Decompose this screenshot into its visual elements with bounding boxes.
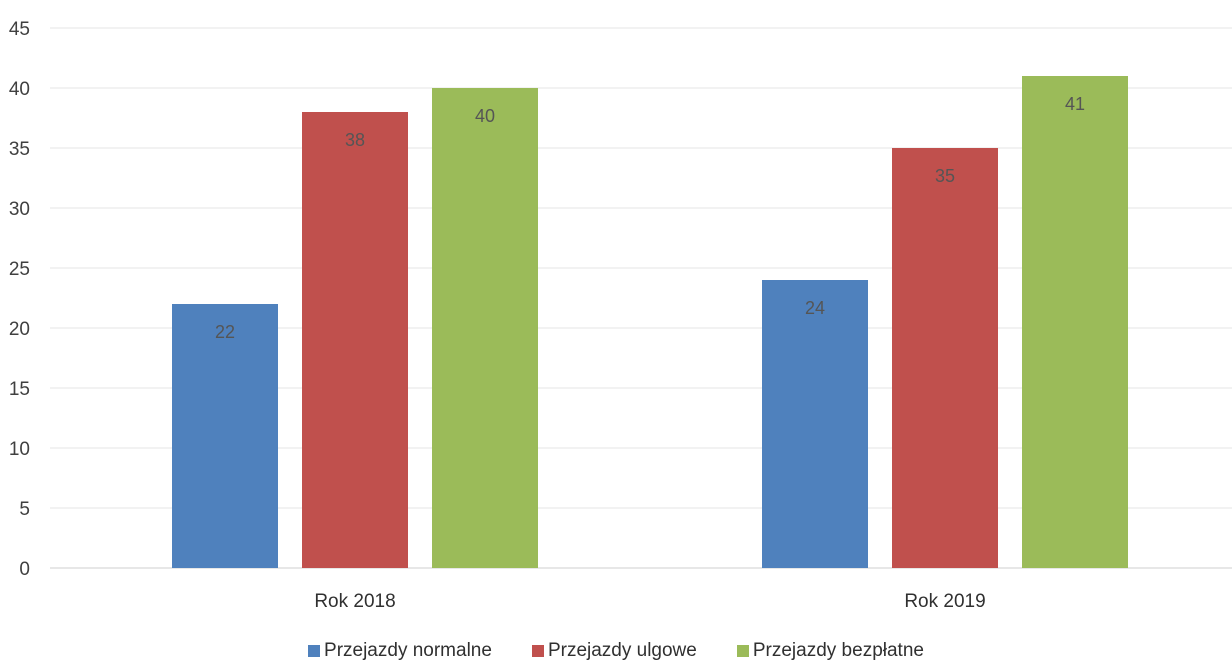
x-category-label: Rok 2019 — [904, 591, 985, 612]
y-tick-label: 15 — [9, 379, 30, 400]
bar-ulgowe — [892, 148, 998, 568]
data-label: 40 — [475, 106, 495, 126]
bar-ulgowe — [302, 112, 408, 568]
legend-item-ulgowe: Przejazdy ulgowe — [531, 640, 697, 662]
legend-item-bezplatne: Przejazdy bezpłatne — [736, 640, 924, 662]
legend-swatch-bezplatne — [736, 645, 749, 657]
bar-normalne — [172, 304, 278, 568]
legend-label-bezplatne: Przejazdy bezpłatne — [752, 640, 924, 661]
legend-swatch-normalne — [308, 645, 321, 657]
bar-bezplatne — [432, 88, 538, 568]
y-tick-label: 35 — [9, 139, 30, 160]
legend: Przejazdy normalne Przejazdy ulgowe Prze… — [0, 640, 1232, 662]
legend-swatch-ulgowe — [531, 645, 544, 657]
x-category-label: Rok 2018 — [314, 591, 395, 612]
legend-item-normalne: Przejazdy normalne — [308, 640, 492, 662]
legend-label-normalne: Przejazdy normalne — [324, 640, 492, 661]
data-label: 35 — [935, 166, 955, 186]
y-tick-label: 45 — [9, 19, 30, 40]
bar-bezplatne — [1022, 76, 1128, 568]
y-tick-label: 40 — [9, 79, 30, 100]
y-tick-label: 20 — [9, 319, 30, 340]
data-label: 41 — [1065, 94, 1085, 114]
bar-normalne — [762, 280, 868, 568]
data-label: 24 — [805, 298, 825, 318]
y-tick-label: 5 — [19, 499, 30, 520]
y-tick-label: 10 — [9, 439, 30, 460]
y-tick-label: 0 — [19, 559, 30, 580]
y-tick-label: 30 — [9, 199, 30, 220]
legend-label-ulgowe: Przejazdy ulgowe — [547, 640, 697, 661]
data-label: 38 — [345, 130, 365, 150]
data-label: 22 — [215, 322, 235, 342]
y-tick-label: 25 — [9, 259, 30, 280]
